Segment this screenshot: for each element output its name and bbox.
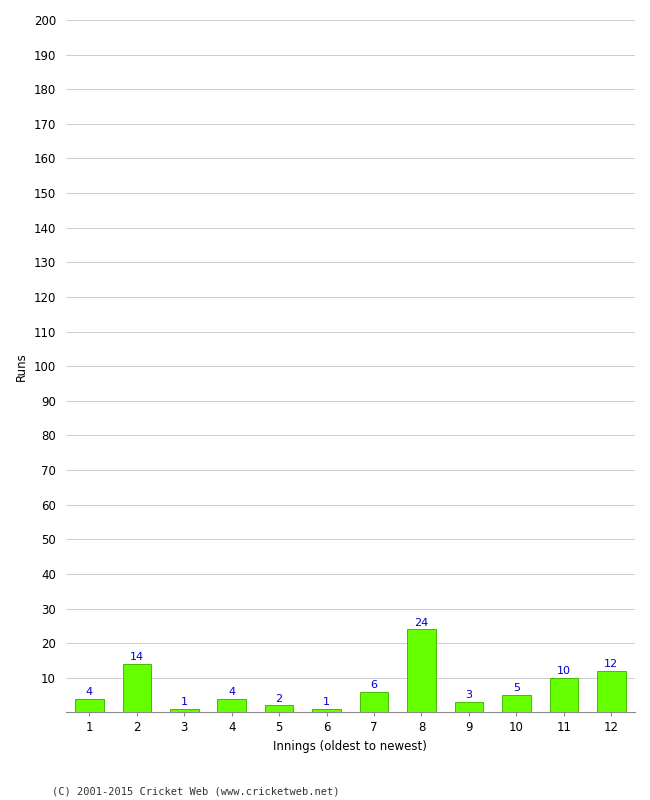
X-axis label: Innings (oldest to newest): Innings (oldest to newest) [274,740,427,753]
Bar [550,678,578,713]
Bar [218,698,246,713]
Text: 3: 3 [465,690,473,700]
Text: (C) 2001-2015 Cricket Web (www.cricketweb.net): (C) 2001-2015 Cricket Web (www.cricketwe… [52,786,339,796]
Text: 6: 6 [370,680,378,690]
Text: 12: 12 [604,659,618,669]
Bar [455,702,483,713]
Bar [123,664,151,713]
Text: 4: 4 [86,687,93,697]
Y-axis label: Runs: Runs [15,352,28,381]
Bar [170,709,198,713]
Text: 1: 1 [181,698,188,707]
Text: 2: 2 [276,694,283,704]
Text: 1: 1 [323,698,330,707]
Bar [313,709,341,713]
Text: 14: 14 [130,652,144,662]
Text: 4: 4 [228,687,235,697]
Bar [502,695,530,713]
Bar [360,692,388,713]
Bar [597,671,625,713]
Bar [75,698,103,713]
Text: 10: 10 [557,666,571,676]
Text: 24: 24 [414,618,428,627]
Text: 5: 5 [513,683,520,694]
Bar [265,706,293,713]
Bar [408,630,436,713]
